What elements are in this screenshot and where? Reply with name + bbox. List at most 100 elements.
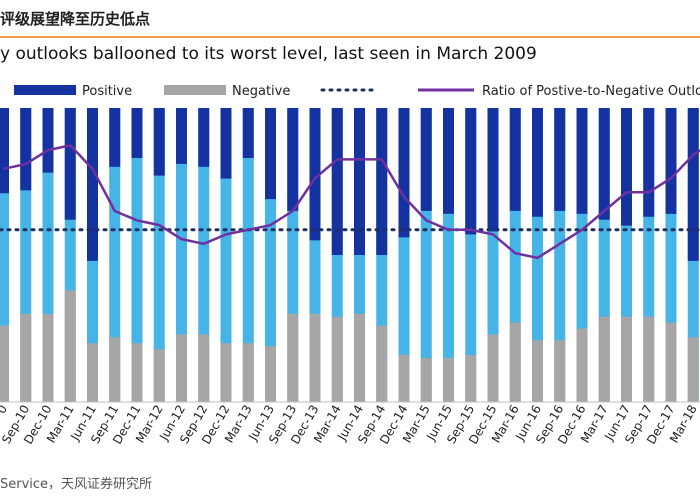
bar-background — [665, 108, 677, 402]
bar-positive — [242, 108, 254, 158]
bar-group-Dec-12 — [220, 108, 232, 402]
bar-background — [465, 108, 477, 402]
bar-positive — [20, 108, 32, 191]
bar-group-Sep-10 — [20, 108, 32, 402]
bar-background — [598, 108, 610, 402]
bar-background — [20, 108, 32, 402]
legend-swatch — [14, 85, 76, 95]
bar-positive — [576, 108, 588, 214]
bar-positive — [621, 108, 632, 226]
bar-positive — [487, 108, 499, 232]
bar-background — [309, 108, 321, 402]
header: 评级展望降至历史低点 — [0, 0, 700, 38]
bar-positive — [0, 108, 9, 194]
bar-negative — [576, 328, 588, 402]
bar-negative — [665, 322, 677, 402]
bar-group-Jun-15 — [443, 108, 454, 402]
bar-background — [420, 108, 432, 402]
bar-group-Dec-13 — [309, 108, 321, 402]
bar-group-Jun-11 — [87, 108, 98, 402]
bar-negative — [42, 313, 54, 402]
bar-positive — [665, 108, 677, 214]
bar-negative — [20, 313, 32, 402]
bar-negative — [287, 313, 299, 402]
bar-negative — [331, 316, 343, 402]
bar-group-Sep-16 — [554, 108, 566, 402]
legend-swatch — [164, 85, 226, 95]
bar-background — [621, 108, 632, 402]
bar-positive — [554, 108, 566, 211]
bar-group-Jun-10 — [0, 108, 9, 402]
bar-background — [176, 108, 187, 402]
bar-positive — [265, 108, 276, 200]
bar-positive — [509, 108, 521, 211]
bar-negative — [64, 290, 76, 402]
bar-background — [643, 108, 655, 402]
bar-positive — [64, 108, 76, 220]
bar-positive — [465, 108, 477, 235]
ratio-line — [3, 144, 700, 260]
x-tick-label: 0 — [0, 403, 10, 417]
page-title: 评级展望降至历史低点 — [0, 10, 151, 28]
bar-background — [131, 108, 143, 402]
bar-background — [443, 108, 454, 402]
bar-positive — [354, 108, 365, 255]
bar-group-Dec-14 — [398, 108, 410, 402]
bar-positive — [687, 108, 699, 261]
bar-background — [242, 108, 254, 402]
source-note: Service，天风证券研究所 — [0, 477, 153, 492]
bar-group-Mar-11 — [64, 108, 76, 402]
bar-positive — [598, 108, 610, 220]
bar-negative — [131, 343, 143, 402]
bar-positive — [153, 108, 165, 176]
plot-area — [0, 108, 700, 402]
bar-positive — [42, 108, 54, 173]
bar-group-Dec-16 — [576, 108, 588, 402]
legend-label: Ratio of Postive-to-Negative Outlo — [482, 84, 700, 99]
bar-negative — [198, 334, 210, 402]
bar-background — [109, 108, 121, 402]
bar-group-Sep-17 — [643, 108, 655, 402]
bar-positive — [398, 108, 410, 238]
bar-group-Dec-15 — [487, 108, 499, 402]
bar-negative — [87, 343, 98, 402]
outlook-chart: Positive Negative Ratio of Postive-to-Nega… — [0, 84, 700, 447]
bar-background — [220, 108, 232, 402]
bar-group-Sep-14 — [376, 108, 388, 402]
bar-group-Mar-12 — [153, 108, 165, 402]
bar-negative — [509, 322, 521, 402]
bar-group-Dec-10 — [42, 108, 54, 402]
bar-negative — [0, 325, 9, 402]
bar-background — [198, 108, 210, 402]
bar-positive — [109, 108, 121, 167]
bar-positive — [287, 108, 299, 211]
bar-negative — [376, 325, 388, 402]
chart-subtitle: y outlooks ballooned to its worst level,… — [0, 44, 537, 64]
bar-negative — [443, 357, 454, 402]
bar-background — [0, 108, 9, 402]
bar-positive — [176, 108, 187, 164]
bar-group-Jun-12 — [176, 108, 187, 402]
bar-positive — [376, 108, 388, 255]
bar-group-Jun-16 — [532, 108, 543, 402]
bar-positive — [131, 108, 143, 158]
bar-group-Mar-17 — [598, 108, 610, 402]
chart-legend: Positive Negative Ratio of Postive-to-Nega… — [14, 84, 700, 99]
bar-group-Sep-13 — [287, 108, 299, 402]
bar-background — [532, 108, 543, 402]
legend-item-0: Positive — [14, 84, 132, 99]
bar-background — [554, 108, 566, 402]
bar-negative — [265, 346, 276, 402]
bar-group-Mar-16 — [509, 108, 521, 402]
bar-positive — [443, 108, 454, 214]
bar-group-Mar-13 — [242, 108, 254, 402]
bar-group-Dec-11 — [131, 108, 143, 402]
bar-group-Dec-17 — [665, 108, 677, 402]
bar-negative — [420, 357, 432, 402]
bar-positive — [420, 108, 432, 211]
bar-group-Mar-15 — [420, 108, 432, 402]
bar-negative — [354, 313, 365, 402]
bar-negative — [532, 340, 543, 402]
bar-negative — [153, 349, 165, 402]
bar-negative — [465, 354, 477, 402]
